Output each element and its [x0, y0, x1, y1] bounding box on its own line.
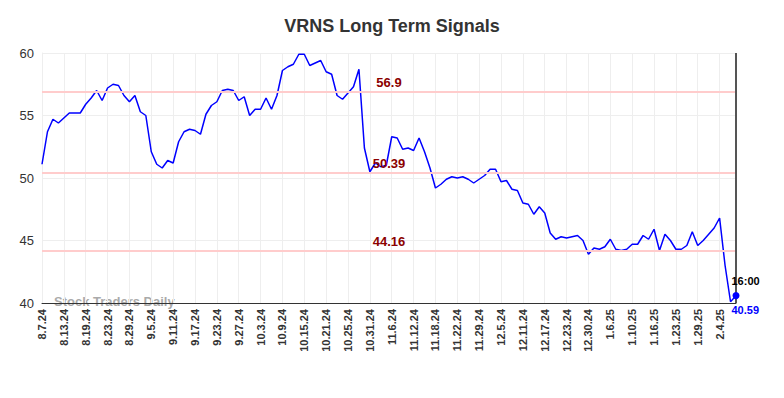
svg-text:9.5.24: 9.5.24: [145, 308, 157, 339]
svg-text:11.12.24: 11.12.24: [408, 308, 420, 351]
svg-text:2.4.25: 2.4.25: [714, 309, 726, 340]
svg-text:12.11.24: 12.11.24: [517, 308, 529, 351]
svg-text:10.15.24: 10.15.24: [298, 308, 310, 352]
svg-text:10.25.24: 10.25.24: [342, 308, 354, 352]
svg-text:16:00: 16:00: [732, 275, 760, 287]
svg-text:10.9.24: 10.9.24: [276, 308, 288, 346]
svg-text:12.5.24: 12.5.24: [495, 308, 507, 346]
svg-text:11.18.24: 11.18.24: [429, 308, 441, 351]
svg-text:12.17.24: 12.17.24: [539, 308, 551, 352]
svg-text:VRNS Long Term Signals: VRNS Long Term Signals: [284, 16, 500, 36]
svg-text:11.22.24: 11.22.24: [451, 308, 463, 351]
svg-text:8.13.24: 8.13.24: [58, 308, 70, 346]
svg-text:40: 40: [20, 296, 34, 311]
svg-text:11.6.24: 11.6.24: [386, 308, 398, 345]
svg-text:8.7.24: 8.7.24: [36, 308, 48, 339]
svg-text:12.30.24: 12.30.24: [582, 308, 594, 352]
svg-text:9.17.24: 9.17.24: [189, 308, 201, 346]
svg-text:1.10.25: 1.10.25: [626, 309, 638, 346]
svg-text:40.59: 40.59: [732, 304, 760, 316]
svg-text:12.23.24: 12.23.24: [561, 308, 573, 352]
svg-text:11.29.24: 11.29.24: [473, 308, 485, 351]
svg-text:1.6.25: 1.6.25: [604, 309, 616, 340]
svg-text:10.3.24: 10.3.24: [255, 308, 267, 346]
svg-text:8.19.24: 8.19.24: [80, 308, 92, 346]
svg-text:60: 60: [20, 46, 34, 61]
svg-text:10.31.24: 10.31.24: [364, 308, 376, 352]
svg-text:9.27.24: 9.27.24: [233, 308, 245, 346]
svg-text:Stock Traders Daily: Stock Traders Daily: [54, 294, 175, 309]
svg-text:45: 45: [20, 233, 34, 248]
svg-text:8.23.24: 8.23.24: [102, 308, 114, 346]
svg-text:9.11.24: 9.11.24: [167, 308, 179, 345]
svg-text:1.16.25: 1.16.25: [648, 309, 660, 346]
svg-text:50.39: 50.39: [373, 156, 406, 171]
svg-text:1.23.25: 1.23.25: [670, 309, 682, 346]
svg-text:50: 50: [20, 171, 34, 186]
svg-text:55: 55: [20, 108, 34, 123]
svg-text:10.21.24: 10.21.24: [320, 308, 332, 352]
svg-text:8.29.24: 8.29.24: [123, 308, 135, 346]
svg-text:1.29.25: 1.29.25: [692, 309, 704, 346]
svg-text:44.16: 44.16: [373, 234, 406, 249]
svg-text:56.9: 56.9: [376, 75, 401, 90]
svg-text:9.23.24: 9.23.24: [211, 308, 223, 346]
